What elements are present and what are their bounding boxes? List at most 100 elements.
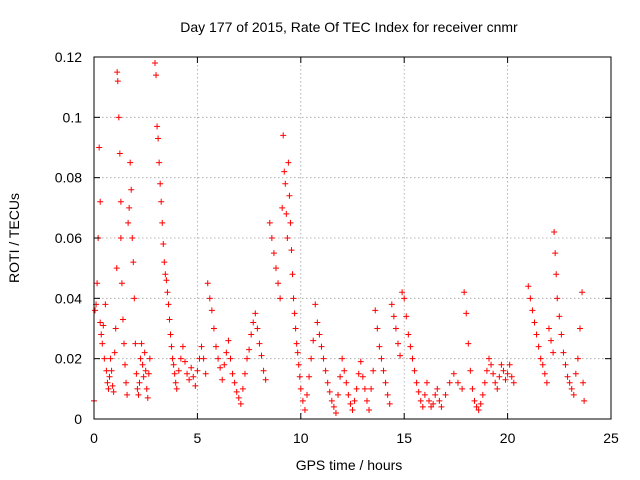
y-tick-label: 0.04 [55,290,82,306]
data-point [113,265,120,272]
data-point [277,295,284,302]
data-point [97,198,104,205]
data-point [248,331,255,338]
data-point [560,349,567,356]
data-point [500,367,507,374]
data-point [579,289,586,296]
data-point [116,150,123,157]
x-tick-label: 5 [194,430,202,446]
data-point [295,361,302,368]
data-point [552,250,559,257]
data-point [239,385,246,392]
data-point [102,301,109,308]
data-point [328,397,335,404]
data-point [202,370,209,377]
data-point [337,373,344,380]
data-point [446,379,453,386]
data-point [368,385,375,392]
data-point [133,370,140,377]
data-point [550,349,557,356]
data-point [314,319,321,326]
data-point [153,72,160,79]
data-point [485,355,492,362]
data-point [397,352,404,359]
data-point [304,391,311,398]
data-point [376,343,383,350]
data-point [117,235,124,241]
data-point [347,400,354,407]
data-point [320,355,327,362]
data-point [164,289,171,296]
data-point [104,379,111,386]
data-point [473,403,480,410]
data-point [250,319,257,326]
data-point [479,391,486,398]
data-point [268,235,275,241]
data-point [488,361,495,368]
data-point [159,219,166,226]
data-point [543,379,550,386]
data-point [210,325,217,332]
data-point [286,192,293,199]
y-tick-label: 0.02 [55,351,82,367]
data-point [254,325,261,332]
data-point [136,379,143,386]
data-point [339,355,346,362]
data-point [275,280,282,287]
data-point [168,343,175,350]
data-point [496,373,503,380]
data-point [430,400,437,407]
data-point [459,385,466,392]
data-point [96,144,103,151]
data-point [198,343,205,350]
data-point [553,271,560,278]
data-point [289,271,296,278]
data-point [378,355,385,362]
axis-ticks [93,56,612,420]
data-point [117,198,124,205]
data-point [508,373,515,380]
data-point [326,388,333,395]
data-point [146,355,153,362]
data-point [413,379,420,386]
data-point [568,385,575,392]
data-point [471,397,478,404]
data-point [279,204,286,211]
data-point [531,319,538,326]
data-point [135,391,142,398]
data-point [426,397,433,404]
data-point [219,376,226,383]
data-point [366,406,373,413]
data-point [138,340,145,347]
data-point [194,367,201,374]
data-point [341,367,348,374]
data-point [548,337,555,344]
data-point [287,219,294,226]
data-point [469,385,476,392]
data-point [465,340,472,347]
data-point [244,355,251,362]
data-point [461,289,468,296]
data-point [173,385,180,392]
y-tick-label: 0.06 [55,230,82,246]
x-axis-label: GPS time / hours [296,457,403,473]
data-point [114,69,121,76]
x-tick-label: 15 [396,430,412,446]
data-point [161,259,168,266]
data-point [107,355,114,362]
data-point [256,340,263,347]
x-tick-label: 25 [603,430,619,446]
data-point [566,379,573,386]
data-point [288,247,295,254]
data-point [502,376,509,383]
data-point [266,219,273,226]
data-point [291,310,298,317]
data-point [415,388,422,395]
data-point [324,379,331,386]
data-point [215,355,222,362]
data-point [100,322,107,329]
data-point [407,343,414,350]
data-point [450,370,457,377]
data-point [233,388,240,395]
data-point [432,391,439,398]
